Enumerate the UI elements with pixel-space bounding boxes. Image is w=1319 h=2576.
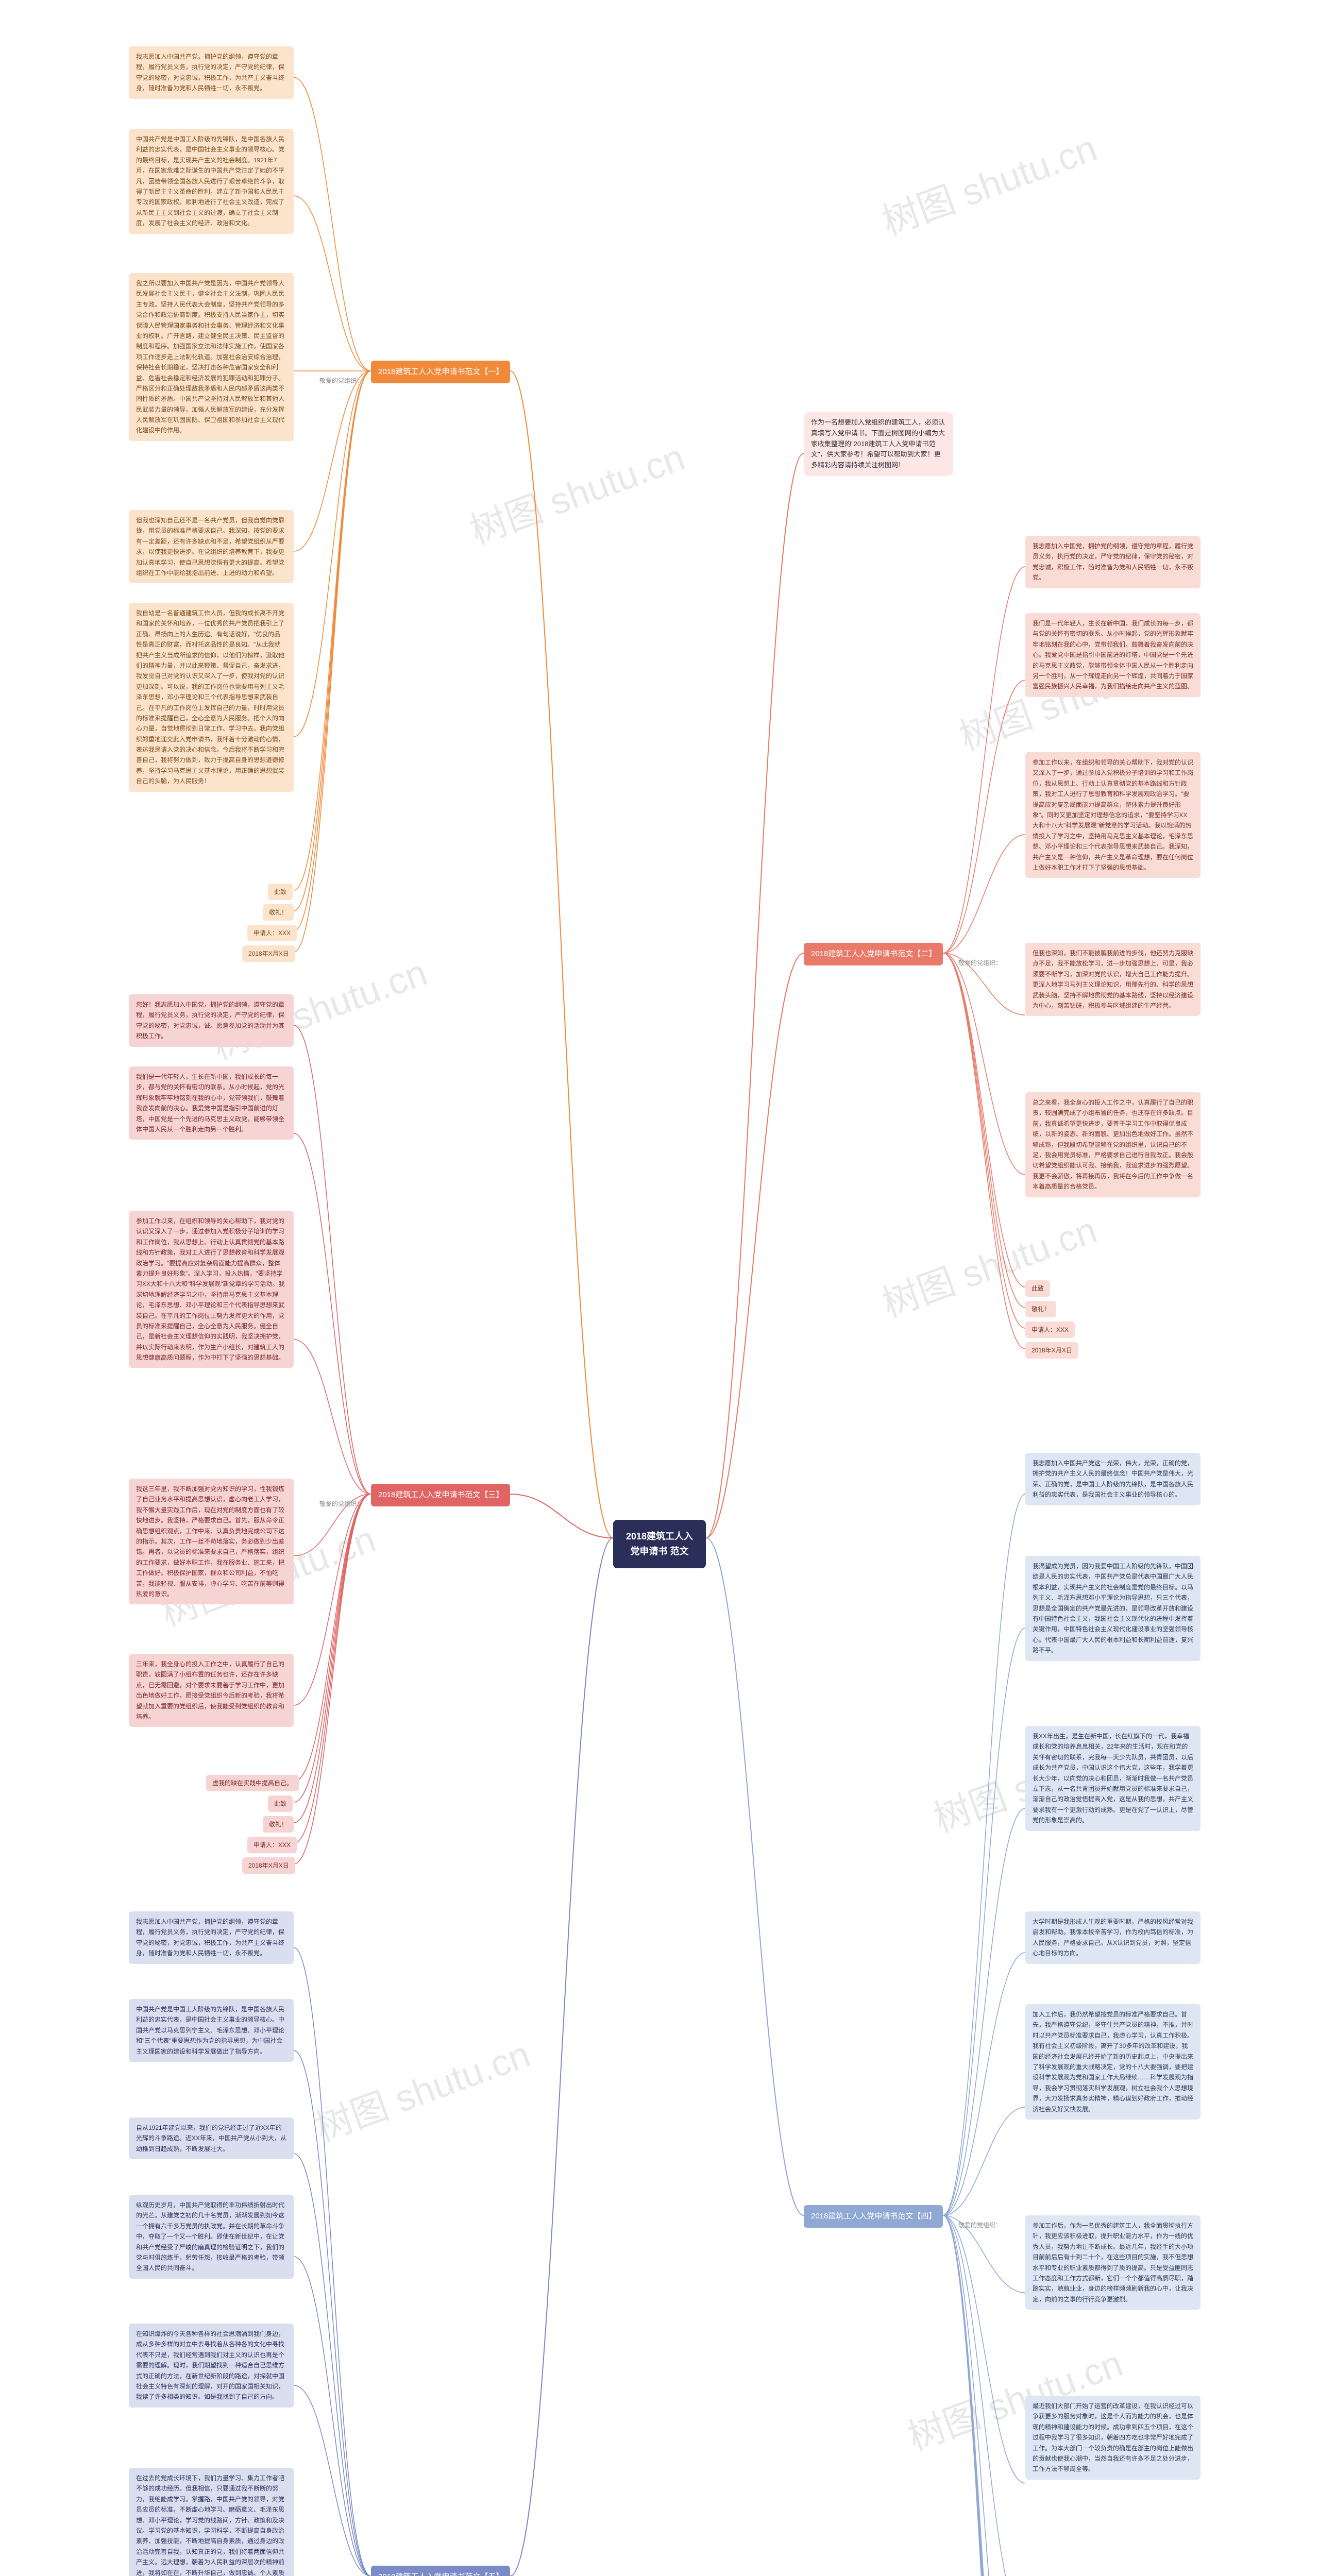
root-node[interactable]: 2018建筑工人入党申请书 范文	[613, 1520, 706, 1568]
intro-node: 作为一名想要加入党组织的建筑工人，必须认真填写入党申请书。下面是树图网的小编为大…	[804, 412, 953, 476]
leaf-3-7: 敬礼！	[263, 1816, 294, 1833]
watermark: 树图 shutu.cn	[873, 1200, 1103, 1328]
branch-2[interactable]: 2018建筑工人入党申请书范文【二】	[804, 943, 943, 965]
leaf-1-2: 我之所以要加入中国共产党是因为，中国共产党领导人民发展社会主义民主，健全社会主义…	[129, 273, 294, 441]
watermark: 树图 shutu.cn	[307, 2024, 536, 2152]
leaf-2-1: 我们是一代年轻人，生长在新中国，我们成长的每一步，都与党的关怀有密切的联系。从小…	[1025, 613, 1200, 697]
leaf-3-9: 2018年X月X日	[242, 1857, 295, 1874]
branch-4[interactable]: 2018建筑工人入党申请书范文【四】	[804, 2205, 943, 2228]
leaf-4-6: 最近我们大部门开始了运营的改革建设，在我认识经过可以争获更多的服务对象时，这是个…	[1025, 2396, 1200, 2480]
leaf-5-5: 在过去的党成长环境下，我们力量学习、集力工作者吧不够的成功经历。但我相信，只要通…	[129, 2468, 294, 2576]
leaf-1-4: 我自幼是一名普通建筑工作人员，但我的成长离不开党和国家的关怀和培养，一位优秀的共…	[129, 603, 294, 792]
branch-3[interactable]: 2018建筑工人入党申请书范文【三】	[371, 1484, 510, 1506]
leaf-4-3: 大学时期是我形成人生观的重要时期，严格的校风经常对我启发和帮助。我像本校辛苦学习…	[1025, 1911, 1200, 1964]
leaf-1-0: 我志愿加入中国共产党，拥护党的纲领，遵守党的章程，履行党员义务，执行党的决定，严…	[129, 46, 294, 99]
leaf-5-1: 中国共产党是中国工人阶级的先锋队，是中国各族人民利益的忠实代表，是中国社会主义事…	[129, 1999, 294, 2062]
leaf-5-2: 自从1921年建党以来，我们的党已经走过了近XX年的光辉的斗争路途。近XX年来，…	[129, 2117, 294, 2159]
leaf-3-2: 参加工作以来，在组织和领导的关心帮助下，我对党的认识又深入了一步，通过参加入党积…	[129, 1211, 294, 1368]
leaf-2-0: 我志愿加入中国党，拥护党的纲领，遵守党的章程，履行党员义务，执行党的决定，严守党…	[1025, 536, 1200, 588]
leaf-1-6: 敬礼！	[263, 904, 294, 921]
leaf-4-0: 我志愿加入中国共产党这一光荣，伟大，光荣，正确的党，拥护党的共产主义人民的最终信…	[1025, 1453, 1200, 1505]
leaf-3-3: 我这三年里，我不断加强对党内知识的学习，性我锻炼了自己业务水平和提高思想认识，虚…	[129, 1479, 294, 1604]
sublabel-2: 敬爱的党组织：	[958, 958, 1002, 967]
leaf-1-8: 2018年X月X日	[242, 945, 295, 962]
sublabel-3: 敬爱的党组织：	[319, 1499, 363, 1508]
leaf-3-8: 申请人：XXX	[247, 1837, 297, 1853]
leaf-2-5: 此致	[1025, 1280, 1050, 1297]
leaf-1-3: 但我也深知自己还不是一名共产党员，但我自觉向党靠拢，用党员的标准严格要求自己。我…	[129, 510, 294, 583]
leaf-2-3: 但我也深知，我们不能被骗我前进的步伐，他还努力克服缺点不足，我不能放松学习，进一…	[1025, 943, 1200, 1016]
leaf-4-4: 加入工作后，我仍然希望按党员的标准严格要求自己。首先，我严格遵守党纪，坚守住共产…	[1025, 2004, 1200, 2120]
watermark: 树图 shutu.cn	[461, 427, 691, 555]
leaf-5-0: 我志愿加入中国共产党，拥护党的纲领，遵守党的章程，履行党员义务，执行党的决定，严…	[129, 1911, 294, 1964]
leaf-1-7: 申请人：XXX	[247, 925, 297, 941]
branch-1[interactable]: 2018建筑工人入党申请书范文【一】	[371, 361, 510, 383]
leaf-2-7: 申请人：XXX	[1025, 1321, 1075, 1338]
leaf-4-1: 我渴望成为党员，因为我爱中国工人阶级的先锋队，中国团结是人民的忠实代表，中国共产…	[1025, 1556, 1200, 1661]
sublabel-4: 敬爱的党组织：	[958, 2221, 1002, 2229]
leaf-3-6: 此致	[268, 1795, 293, 1812]
leaf-3-4: 三年来，我全身心的投入工作之中，认真履行了自己的职责，较圆满了小组布置的任务也许…	[129, 1654, 294, 1727]
leaf-5-3: 纵观历史岁月，中国共产党取得的丰功伟绩折射出时代的光芒。从建党之初的几十名党员，…	[129, 2195, 294, 2279]
leaf-1-1: 中国共产党是中国工人阶级的先锋队，是中国各族人民利益的忠实代表，是中国社会主义事…	[129, 129, 294, 234]
branch-5[interactable]: 2018建筑工人入党申请书范文【五】	[371, 2566, 510, 2576]
sublabel-1: 敬爱的党组织：	[319, 376, 363, 385]
leaf-2-4: 总之来看，我全身心的投入工作之中，认真履行了自己的职责，较圆满完成了小组布置的任…	[1025, 1092, 1200, 1197]
leaf-3-0: 您好！我志愿加入中国党，拥护党的纲领，遵守党的章程，履行党员义务，执行党的决定，…	[129, 994, 294, 1047]
leaf-4-2: 我XX年出生，是生在新中国，长在红旗下的一代，我幸福成长和党的培养息息相关，22…	[1025, 1726, 1200, 1831]
leaf-1-5: 此致	[268, 884, 293, 900]
watermark: 树图 shutu.cn	[873, 118, 1103, 246]
leaf-5-4: 在知识爆炸的今天各种各样的社会思潮涌到我们身边，成从多种多样的对立中去寻找着从各…	[129, 2324, 294, 2408]
leaf-2-8: 2018年X月X日	[1025, 1342, 1078, 1359]
leaf-3-5: 虚我的缺在实践中提高自己。	[206, 1775, 299, 1791]
leaf-3-1: 我们是一代年轻人，生长在新中国，我们成长的每一步，都与党的关怀有密切的联系。从小…	[129, 1066, 294, 1140]
leaf-2-2: 参加工作以来，在组织和领导的关心帮助下，我对党的认识又深入了一步，通过参加入党积…	[1025, 752, 1200, 878]
leaf-2-6: 敬礼！	[1025, 1301, 1056, 1317]
leaf-4-5: 参加工作后，作为一名优秀的建筑工人，我全面贯彻执行方针，我更应该积极进取，提升职…	[1025, 2215, 1200, 2310]
